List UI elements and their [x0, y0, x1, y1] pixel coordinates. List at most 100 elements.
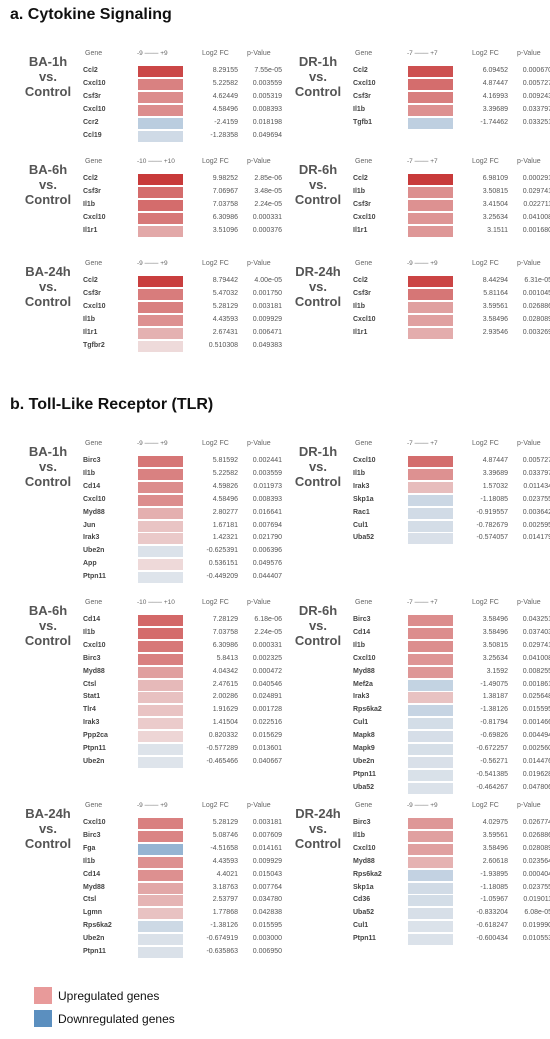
gene-label: Cxcl10 — [353, 213, 376, 221]
log2fc-value: 1.42321 — [212, 534, 238, 542]
pvalue-value: 0.000404 — [522, 870, 550, 878]
heatmap-cell — [138, 559, 183, 571]
pvalue-value: 0.005727 — [522, 79, 550, 87]
log2fc-value: 4.4021 — [216, 870, 238, 878]
gene-label: Irak3 — [353, 482, 370, 490]
log2fc-value: -0.919557 — [476, 508, 508, 516]
log2fc-value: -0.541385 — [476, 770, 508, 778]
pvalue-value: 0.000670 — [522, 67, 550, 74]
column-header-log2fc: Log2 FC — [202, 599, 229, 606]
heatmap-cell — [408, 276, 453, 287]
table-row: Ccl2 8.79442 4.00e-05 — [10, 276, 300, 288]
log2fc-value: 0.536151 — [208, 560, 238, 568]
heatmap-cell — [138, 869, 183, 881]
heatmap-cell — [138, 731, 183, 743]
heatmap-cell — [138, 288, 183, 300]
log2fc-value: -0.69826 — [480, 732, 508, 740]
pvalue-value: 0.009243 — [522, 92, 550, 100]
color-scale-label: -7 ─── +7 — [407, 440, 438, 447]
log2fc-value: 7.03758 — [212, 200, 238, 208]
gene-label: Cul1 — [353, 922, 369, 930]
heatmap-cell — [408, 615, 453, 626]
heatmap-cell — [408, 869, 453, 881]
gene-label: Ube2n — [83, 547, 105, 555]
table-row: Cxcl10 4.58496 0.008393 — [10, 494, 300, 507]
gene-label: Birc3 — [83, 457, 101, 464]
log2fc-value: -0.577289 — [206, 745, 238, 752]
pvalue-value: 0.007609 — [252, 831, 282, 839]
gene-label: Il1r1 — [83, 328, 98, 336]
pvalue-value: 0.003000 — [252, 935, 282, 943]
legend-swatch-downregulated — [34, 1010, 52, 1027]
column-header-gene: Gene — [355, 599, 373, 606]
log2fc-value: 7.28129 — [212, 616, 238, 623]
table-row: Csf3r 7.06967 3.48e-05 — [10, 186, 300, 199]
table-row: Stat1 2.00286 0.024891 — [10, 692, 300, 704]
heatmap-cell — [138, 340, 183, 352]
table-row: Ptpn11 -0.449209 0.044407 — [10, 572, 300, 584]
log2fc-value: -0.674919 — [206, 935, 238, 943]
heatmap-cell — [408, 199, 453, 211]
heatmap-cell — [138, 276, 183, 287]
gene-label: Irak3 — [83, 719, 100, 727]
pvalue-value: 0.007764 — [252, 883, 282, 891]
pvalue-value: 0.014476 — [522, 757, 550, 765]
table-row: Uba52 -0.464267 0.047806 — [280, 782, 550, 795]
pvalue-value: 0.001861 — [522, 680, 550, 688]
table-row: Il1r1 2.67431 0.006471 — [10, 327, 300, 340]
log2fc-value: 6.09452 — [482, 67, 508, 74]
table-row: Ccl2 6.09452 0.000670 — [280, 66, 550, 78]
column-header-pvalue: p-Value — [517, 158, 541, 165]
heatmap-cell — [408, 718, 453, 730]
gene-label: Il1b — [353, 641, 366, 649]
log2fc-value: 4.58496 — [212, 105, 238, 113]
gene-label: Il1b — [83, 628, 96, 636]
pvalue-value: 2.85e-06 — [254, 175, 282, 182]
log2fc-value: 6.30986 — [212, 641, 238, 649]
pvalue-value: 0.049383 — [252, 341, 282, 349]
log2fc-value: -2.4159 — [214, 118, 238, 126]
table-row: Il1b 4.43593 0.009929 — [10, 314, 300, 327]
color-scale-label: -7 ─── +7 — [407, 50, 438, 57]
gene-label: Il1b — [83, 200, 96, 208]
heatmap-cell — [138, 456, 183, 467]
heatmap-cell — [408, 212, 453, 224]
pvalue-value: 0.042838 — [252, 909, 282, 917]
log2fc-value: 3.59561 — [482, 302, 508, 310]
gene-label: Cxcl10 — [353, 315, 376, 323]
log2fc-value: 7.03758 — [212, 628, 238, 636]
pvalue-value: 0.029741 — [522, 641, 550, 649]
pvalue-value: 0.011973 — [253, 482, 282, 490]
log2fc-value: -0.672257 — [476, 745, 508, 752]
pvalue-value: 0.005319 — [252, 92, 282, 100]
gene-label: Ppp2ca — [83, 732, 108, 740]
heatmap-cell — [138, 546, 183, 558]
table-row: Il1b 3.39689 0.033797 — [280, 104, 550, 117]
log2fc-value: 0.820332 — [208, 732, 238, 740]
gene-label: Cxcl10 — [83, 105, 106, 113]
log2fc-value: 3.58496 — [482, 315, 508, 323]
pvalue-value: 0.033251 — [522, 118, 550, 126]
log2fc-value: 4.43593 — [212, 315, 238, 323]
panel-label: BA-1h vs. Control — [24, 54, 72, 99]
gene-label: Fga — [83, 844, 96, 852]
pvalue-value: 0.007694 — [252, 521, 282, 529]
gene-label: App — [83, 560, 97, 568]
pvalue-value: 0.019011 — [523, 896, 550, 904]
pvalue-value: 0.049576 — [252, 560, 282, 568]
column-header-gene: Gene — [85, 260, 103, 267]
log2fc-value: -1.18085 — [480, 883, 508, 891]
pvalue-value: 0.016641 — [252, 508, 282, 516]
heatmap-cell — [138, 756, 183, 768]
gene-label: Il1r1 — [83, 226, 98, 234]
table-row: Irak3 1.38187 0.025648 — [280, 692, 550, 704]
table-row: Ptpn11 -0.635863 0.006950 — [10, 947, 300, 959]
table-row: Cd14 4.59826 0.011973 — [10, 481, 300, 494]
pvalue-value: 0.002441 — [252, 457, 282, 464]
gene-label: Mef2a — [353, 680, 373, 688]
log2fc-value: -0.782679 — [476, 521, 508, 529]
log2fc-value: 8.29155 — [212, 67, 238, 74]
heatmap-cell — [138, 830, 183, 842]
heatmap-cell — [408, 692, 453, 704]
table-row: Cxcl10 6.30986 0.000331 — [10, 640, 300, 653]
